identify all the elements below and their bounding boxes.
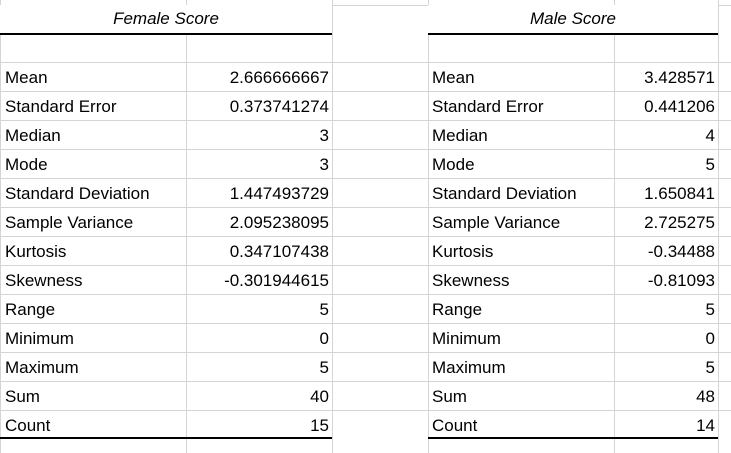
female-label-mean[interactable]: Mean xyxy=(5,68,48,87)
female-label-skewness[interactable]: Skewness xyxy=(5,271,83,290)
male-label-mean[interactable]: Mean xyxy=(432,68,475,87)
gridline xyxy=(0,91,731,92)
male-label-median[interactable]: Median xyxy=(432,126,488,145)
gridline xyxy=(0,294,731,295)
female-label-minimum[interactable]: Minimum xyxy=(5,329,74,348)
male-value-minimum[interactable]: 0 xyxy=(705,329,715,348)
gridline xyxy=(332,0,333,453)
male-label-skewness[interactable]: Skewness xyxy=(432,271,510,290)
female-label-sum[interactable]: Sum xyxy=(5,387,40,406)
gridline xyxy=(614,0,615,453)
gridline xyxy=(0,381,731,382)
male-label-maximum[interactable]: Maximum xyxy=(432,358,506,377)
female-value-median[interactable]: 3 xyxy=(319,126,329,145)
gridline xyxy=(186,0,187,453)
male-value-median[interactable]: 4 xyxy=(705,126,715,145)
female-label-range[interactable]: Range xyxy=(5,300,56,319)
male-score-header[interactable]: Male Score xyxy=(428,5,718,33)
male-label-standard-deviation[interactable]: Standard Deviation xyxy=(432,184,577,203)
gridline xyxy=(0,149,731,150)
male-value-skewness[interactable]: -0.81093 xyxy=(647,271,715,290)
male-value-standard-deviation[interactable]: 1.650841 xyxy=(644,184,715,203)
male-value-count[interactable]: 14 xyxy=(696,416,715,435)
male-label-sum[interactable]: Sum xyxy=(432,387,467,406)
male-value-kurtosis[interactable]: -0.34488 xyxy=(647,242,715,261)
male-value-mean[interactable]: 3.428571 xyxy=(644,68,715,87)
female-label-count[interactable]: Count xyxy=(5,416,51,435)
male-label-sample-variance[interactable]: Sample Variance xyxy=(432,213,561,232)
male-value-mode[interactable]: 5 xyxy=(705,155,715,174)
male-value-range[interactable]: 5 xyxy=(705,300,715,319)
gridline xyxy=(0,265,731,266)
female-label-maximum[interactable]: Maximum xyxy=(5,358,79,377)
gridline xyxy=(428,0,429,453)
male-label-standard-error[interactable]: Standard Error xyxy=(432,97,544,116)
female-value-minimum[interactable]: 0 xyxy=(319,329,329,348)
female-score-header[interactable]: Female Score xyxy=(0,5,332,33)
female-value-sum[interactable]: 40 xyxy=(310,387,329,406)
male-value-sum[interactable]: 48 xyxy=(696,387,715,406)
male-label-kurtosis[interactable]: Kurtosis xyxy=(432,242,494,261)
female-value-skewness[interactable]: -0.301944615 xyxy=(224,271,329,290)
gridline xyxy=(0,352,731,353)
gridline xyxy=(0,323,731,324)
gridline xyxy=(0,120,731,121)
female-label-kurtosis[interactable]: Kurtosis xyxy=(5,242,67,261)
header-underline xyxy=(428,33,718,35)
female-value-sample-variance[interactable]: 2.095238095 xyxy=(229,213,329,232)
gridline xyxy=(0,207,731,208)
header-underline xyxy=(0,33,332,35)
female-value-count[interactable]: 15 xyxy=(310,416,329,435)
male-bottom-border xyxy=(428,437,718,439)
female-label-standard-deviation[interactable]: Standard Deviation xyxy=(5,184,150,203)
female-value-range[interactable]: 5 xyxy=(319,300,329,319)
male-label-range[interactable]: Range xyxy=(432,300,483,319)
female-value-standard-error[interactable]: 0.373741274 xyxy=(229,97,329,116)
gridline xyxy=(0,236,731,237)
female-bottom-border xyxy=(0,437,332,439)
female-label-sample-variance[interactable]: Sample Variance xyxy=(5,213,134,232)
male-value-sample-variance[interactable]: 2.725275 xyxy=(644,213,715,232)
male-label-count[interactable]: Count xyxy=(432,416,478,435)
male-value-standard-error[interactable]: 0.441206 xyxy=(644,97,715,116)
gridline xyxy=(0,0,1,453)
gridline xyxy=(0,178,731,179)
gridline xyxy=(0,410,731,411)
female-label-mode[interactable]: Mode xyxy=(5,155,48,174)
gridline xyxy=(0,62,731,63)
gridline xyxy=(0,5,731,6)
female-label-standard-error[interactable]: Standard Error xyxy=(5,97,117,116)
male-label-mode[interactable]: Mode xyxy=(432,155,475,174)
female-label-median[interactable]: Median xyxy=(5,126,61,145)
gridline xyxy=(718,0,719,453)
female-value-standard-deviation[interactable]: 1.447493729 xyxy=(229,184,329,203)
male-value-maximum[interactable]: 5 xyxy=(705,358,715,377)
male-label-minimum[interactable]: Minimum xyxy=(432,329,501,348)
female-value-kurtosis[interactable]: 0.347107438 xyxy=(229,242,329,261)
female-value-mode[interactable]: 3 xyxy=(319,155,329,174)
female-value-maximum[interactable]: 5 xyxy=(319,358,329,377)
female-value-mean[interactable]: 2.666666667 xyxy=(229,68,329,87)
